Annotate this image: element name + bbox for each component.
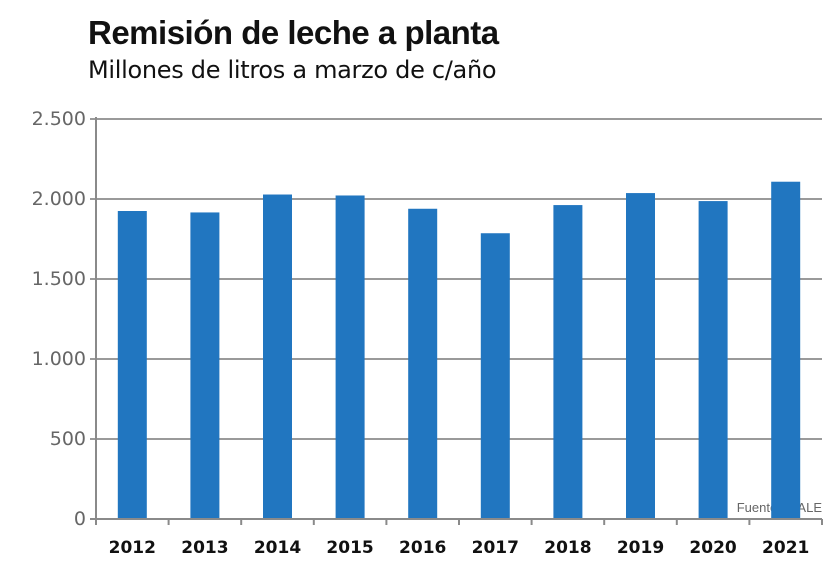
x-tick-label: 2021 [762, 538, 809, 558]
bar-2018 [553, 205, 583, 519]
y-tick-label: 1.500 [32, 268, 86, 290]
bar-2014 [263, 194, 292, 519]
axes [90, 117, 823, 525]
bar-2016 [408, 208, 438, 519]
bar-2021 [771, 181, 801, 519]
x-tick-label: 2019 [617, 538, 664, 558]
y-tick-label: 2.500 [32, 108, 86, 130]
chart-title: Remisión de leche a planta [88, 14, 499, 51]
bar-2013 [190, 212, 220, 519]
bar-2012 [117, 211, 147, 519]
bar-2015 [335, 195, 365, 520]
bar-2020 [698, 201, 728, 519]
y-tick-label: 500 [50, 428, 86, 450]
chart-subtitle: Millones de litros a marzo de c/año [88, 56, 497, 84]
y-tick-label: 1.000 [32, 348, 86, 370]
bar-2019 [626, 193, 655, 519]
x-tick-label: 2020 [689, 538, 736, 558]
x-tick-label: 2017 [472, 538, 519, 558]
x-tick-label: 2013 [181, 538, 228, 558]
y-axis-ticks: 0 500 1.000 1.500 2.000 2.500 [32, 108, 86, 530]
bars [117, 181, 801, 520]
y-tick-label: 2.000 [32, 188, 86, 210]
x-tick-label: 2018 [544, 538, 591, 558]
bar-2017 [480, 233, 510, 520]
x-tick-label: 2012 [109, 538, 156, 558]
y-tick-label: 0 [74, 508, 86, 530]
x-tick-label: 2014 [254, 538, 301, 558]
x-tick-label: 2016 [399, 538, 446, 558]
x-tick-label: 2015 [326, 538, 373, 558]
x-axis-ticks: 2012 2013 2014 2015 2016 2017 2018 2019 2020 2021 [109, 538, 810, 558]
